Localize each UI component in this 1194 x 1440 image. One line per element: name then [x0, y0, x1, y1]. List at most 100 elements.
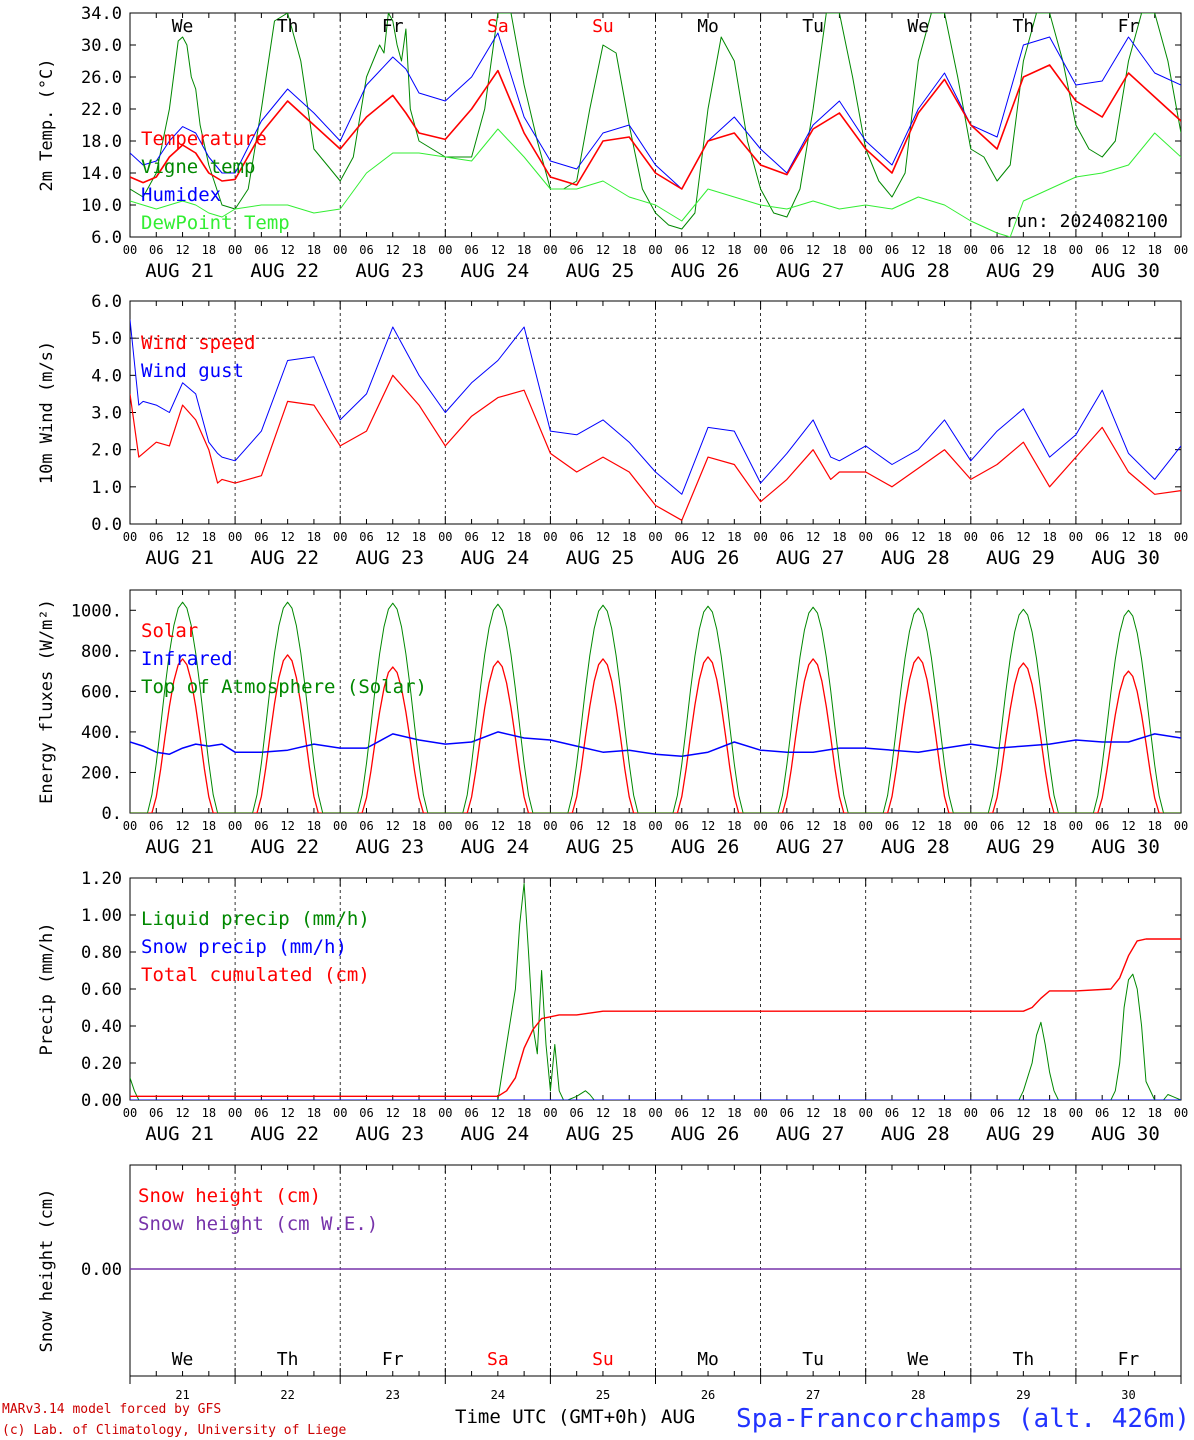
hour-tick-label: 06 — [990, 819, 1004, 833]
hour-tick-label: 18 — [727, 243, 741, 257]
hour-tick-label: 00 — [543, 819, 557, 833]
hour-tick-label: 18 — [622, 530, 636, 544]
hour-tick-label: 06 — [149, 819, 163, 833]
y-tick-label: 22.0 — [81, 100, 122, 120]
hour-tick-label: 18 — [517, 243, 531, 257]
day-of-week-label: Fr — [382, 16, 404, 37]
hour-tick-label: 06 — [569, 243, 583, 257]
date-label: AUG 23 — [355, 836, 424, 858]
hour-tick-label: 00 — [1174, 1106, 1188, 1120]
hour-tick-label: 18 — [832, 819, 846, 833]
hour-tick-label: 00 — [543, 530, 557, 544]
hour-tick-label: 18 — [1147, 243, 1161, 257]
hour-tick-label: 12 — [175, 1106, 189, 1120]
hour-tick-label: 06 — [359, 819, 373, 833]
y-tick-label: 200. — [81, 763, 122, 783]
hour-tick-label: 18 — [937, 530, 951, 544]
date-label: AUG 24 — [461, 1123, 530, 1145]
hour-tick-label: 12 — [1121, 530, 1135, 544]
panel-precip: 00 06 12 18 00 06 12 18 00 06 12 18 00 06 12 18 00 06 12 18… — [37, 869, 1188, 1145]
hour-tick-label: 06 — [359, 1106, 373, 1120]
hour-tick-label: 00 — [333, 530, 347, 544]
hour-tick-label: 00 — [1069, 1106, 1083, 1120]
hour-tick-label: 18 — [622, 243, 636, 257]
day-number-label: 30 — [1121, 1388, 1135, 1402]
y-axis-title: Snow height (cm) — [37, 1189, 57, 1353]
hour-tick-label: 18 — [412, 243, 426, 257]
day-number-label: 25 — [596, 1388, 610, 1402]
hour-tick-label: 12 — [386, 819, 400, 833]
hour-tick-label: 12 — [280, 819, 294, 833]
hour-tick-label: 12 — [701, 1106, 715, 1120]
hour-tick-label: 00 — [228, 1106, 242, 1120]
series-line-wind-speed — [130, 374, 1181, 521]
hour-tick-label: 12 — [596, 530, 610, 544]
day-of-week-label: Mo — [697, 16, 719, 37]
hour-tick-label: 06 — [1095, 1106, 1109, 1120]
y-axis-title: 10m Wind (m/s) — [37, 341, 57, 484]
hour-tick-label: 06 — [569, 1106, 583, 1120]
day-of-week-label: Tu — [802, 16, 824, 37]
series-line-total-cumulated-cm- — [130, 938, 1181, 1097]
hour-tick-label: 06 — [885, 530, 899, 544]
hour-tick-label: 06 — [569, 530, 583, 544]
run-label: run: 2024082100 — [1005, 211, 1168, 232]
hour-tick-label: 12 — [1121, 1106, 1135, 1120]
hour-tick-label: 18 — [307, 243, 321, 257]
legend-entry: Total cumulated (cm) — [141, 964, 370, 986]
legend-entry: Liquid precip (mm/h) — [141, 908, 370, 930]
hour-tick-label: 00 — [228, 819, 242, 833]
hour-tick-label: 00 — [438, 1106, 452, 1120]
hour-tick-label: 12 — [280, 530, 294, 544]
y-tick-label: 5.0 — [91, 329, 122, 349]
hour-tick-label: 00 — [648, 530, 662, 544]
hour-tick-label: 12 — [596, 1106, 610, 1120]
hour-tick-label: 12 — [806, 530, 820, 544]
hour-tick-label: 06 — [675, 530, 689, 544]
series-group — [130, 13, 1181, 237]
hour-tick-label: 12 — [1016, 243, 1030, 257]
date-label: AUG 23 — [355, 260, 424, 282]
y-tick-label: 400. — [81, 723, 122, 743]
hour-tick-label: 12 — [491, 243, 505, 257]
series-group — [130, 883, 1181, 1100]
hour-tick-label: 00 — [648, 1106, 662, 1120]
y-tick-label: 1.00 — [81, 906, 122, 926]
station-label: Spa-Francorchamps (alt. 426m) — [736, 1404, 1190, 1434]
hour-tick-label: 00 — [753, 819, 767, 833]
hour-tick-label: 12 — [1121, 819, 1135, 833]
day-number-label: 27 — [806, 1388, 820, 1402]
hour-tick-label: 00 — [438, 530, 452, 544]
date-label: AUG 22 — [250, 836, 319, 858]
hour-tick-label: 00 — [1069, 819, 1083, 833]
hour-tick-label: 00 — [648, 243, 662, 257]
date-label: AUG 22 — [250, 260, 319, 282]
hour-tick-label: 00 — [648, 819, 662, 833]
legend-entry: Temperature — [141, 128, 267, 150]
date-label: AUG 24 — [461, 547, 530, 569]
date-label: AUG 27 — [776, 1123, 845, 1145]
legend-entry: Vigne temp — [141, 156, 255, 178]
y-tick-label: 1.20 — [81, 869, 122, 889]
hour-tick-label: 12 — [1016, 530, 1030, 544]
hour-tick-label: 00 — [333, 243, 347, 257]
hour-tick-label: 06 — [359, 243, 373, 257]
hour-tick-label: 18 — [937, 243, 951, 257]
hour-tick-label: 06 — [254, 243, 268, 257]
series-line-dewpoint-temp — [130, 128, 1181, 237]
y-tick-label: 800. — [81, 642, 122, 662]
panel-snow: 0.00 Snow height (cm) Snow height (cm) Snow… — [37, 1164, 1182, 1402]
date-label: AUG 27 — [776, 547, 845, 569]
date-label: AUG 25 — [566, 1123, 635, 1145]
hour-tick-label: 18 — [622, 819, 636, 833]
hour-tick-label: 12 — [1016, 819, 1030, 833]
series-line-humidex — [130, 32, 1181, 190]
date-label: AUG 29 — [986, 1123, 1055, 1145]
hour-tick-label: 12 — [596, 243, 610, 257]
y-tick-label: 0.20 — [81, 1054, 122, 1074]
hour-tick-label: 18 — [1042, 1106, 1056, 1120]
hour-tick-label: 06 — [149, 1106, 163, 1120]
day-of-week-label: Su — [592, 16, 614, 37]
hour-tick-label: 00 — [753, 243, 767, 257]
